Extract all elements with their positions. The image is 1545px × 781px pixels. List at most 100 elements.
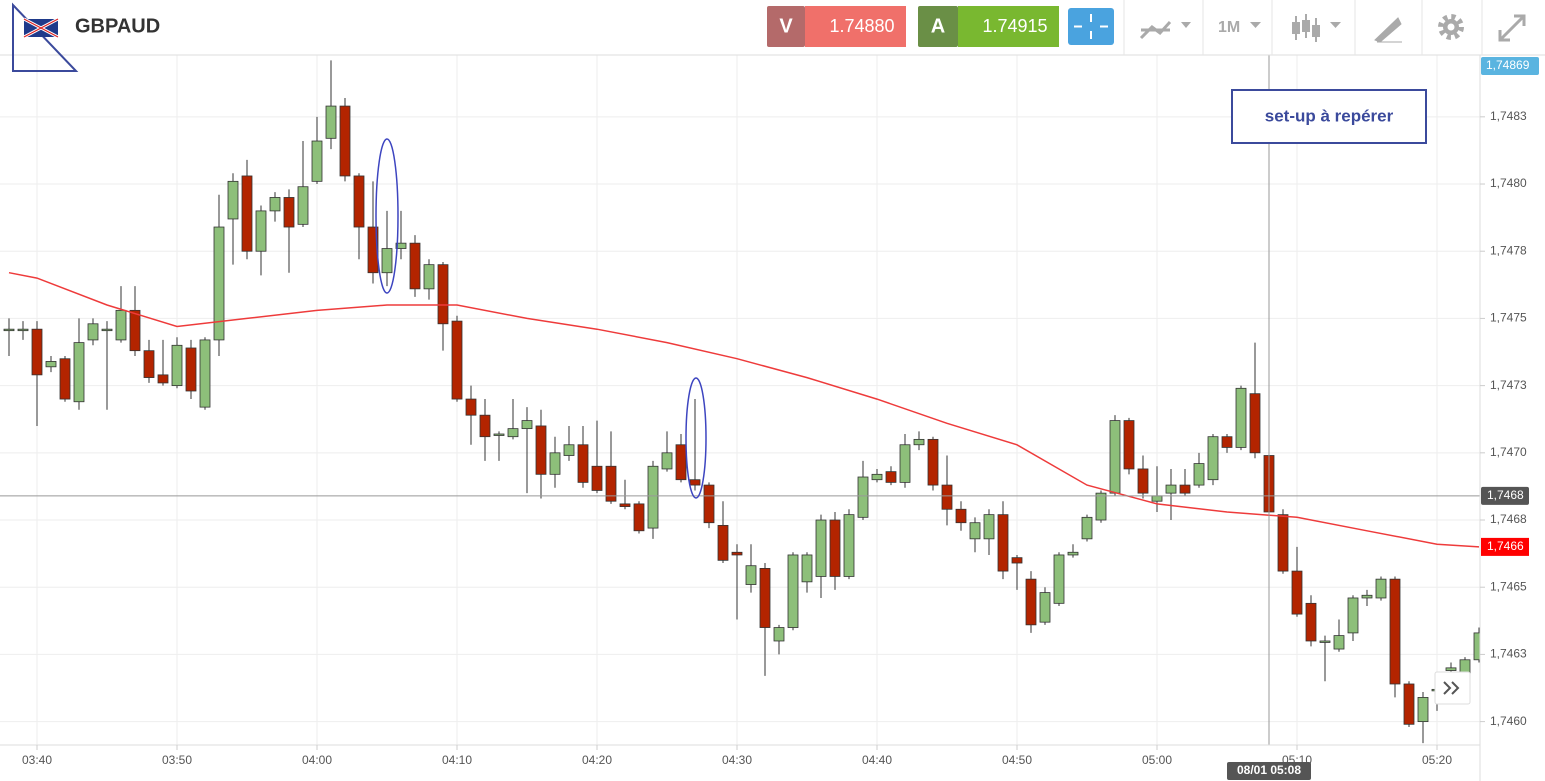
- dropdown[interactable]: [1181, 22, 1191, 28]
- candle-body: [3, 328, 15, 332]
- candle-body: [1375, 578, 1387, 599]
- candle-body: [1067, 551, 1079, 556]
- candle-body: [1025, 578, 1037, 626]
- annotation: set-up à repérer: [1265, 106, 1394, 125]
- candle-body: [815, 519, 827, 577]
- y-tick-label: 1,7460: [1490, 714, 1527, 728]
- candle-body: [213, 226, 225, 341]
- candle-body: [857, 476, 869, 518]
- candle-body: [241, 175, 253, 252]
- candle-body: [1361, 594, 1373, 599]
- candle-body: [157, 374, 169, 384]
- candle-body: [801, 554, 813, 583]
- candle-body: [521, 420, 533, 430]
- bid-price: 1.74880: [829, 16, 894, 36]
- candle-body: [325, 105, 337, 139]
- symbol: GBPAUD: [75, 15, 160, 37]
- candle-body: [913, 438, 925, 446]
- candle-body: [955, 508, 967, 524]
- ask-tag[interactable]: [918, 6, 958, 47]
- crosshair-button[interactable]: [1068, 8, 1114, 45]
- x-tick-label: 04:50: [1002, 753, 1032, 767]
- crosshair-icon: [1074, 14, 1108, 39]
- candle-body: [1277, 514, 1289, 572]
- candle-body: [423, 264, 435, 290]
- y-tick-label: 1,7475: [1490, 311, 1527, 325]
- candle-body: [787, 554, 799, 628]
- candle-body: [465, 398, 477, 416]
- y-tick-label: 1,7478: [1490, 243, 1527, 257]
- draw-icon[interactable]: [1374, 17, 1402, 43]
- dropdown[interactable]: [1250, 22, 1261, 28]
- candle-body: [1319, 640, 1331, 643]
- candle-body: [199, 339, 211, 408]
- candle-body: [577, 444, 589, 483]
- candle-body: [437, 264, 449, 325]
- candle-body: [745, 565, 757, 585]
- bid-label: V: [779, 15, 793, 37]
- candle-body: [493, 433, 505, 436]
- settings-icon[interactable]: [1438, 14, 1464, 40]
- candle-body: [311, 140, 323, 182]
- x-tick-label: 04:00: [302, 753, 332, 767]
- candle-body: [1095, 492, 1107, 521]
- x-tick-label: 04:30: [722, 753, 752, 767]
- candle-icon: [1292, 22, 1300, 34]
- candle-body: [1221, 436, 1233, 448]
- indicator-icon[interactable]: [1139, 20, 1172, 40]
- crosshair-y-tag: [1481, 486, 1529, 505]
- candle-body: [1039, 592, 1051, 623]
- candle-body: [1333, 635, 1345, 650]
- candle-body: [129, 309, 141, 352]
- candle-body: [73, 342, 85, 403]
- candle-body: [1459, 659, 1471, 674]
- candle-body: [255, 210, 267, 252]
- candle-body: [1249, 393, 1261, 454]
- bid-button[interactable]: [805, 6, 906, 47]
- candle-body: [899, 444, 911, 483]
- expand-icon[interactable]: [1498, 14, 1526, 42]
- ask-button[interactable]: [958, 6, 1059, 47]
- candle-body: [17, 328, 29, 332]
- candle-icon: [1302, 20, 1310, 32]
- plot: [0, 55, 1480, 745]
- candle-body: [1053, 554, 1065, 604]
- candle-body: [1235, 387, 1247, 448]
- candle-body: [115, 309, 127, 341]
- scroll-icon: [1443, 681, 1460, 695]
- candle-body: [983, 514, 995, 540]
- candle-body: [843, 514, 855, 577]
- candle-body: [1137, 468, 1149, 494]
- candle-body: [367, 226, 379, 274]
- y-tick-label: 1,7483: [1490, 109, 1527, 123]
- axes: [0, 55, 1481, 781]
- x-tick-label: 05:00: [1142, 753, 1172, 767]
- candle-body: [451, 320, 463, 400]
- crosshair-x-label: 08/01 05:08: [1237, 763, 1301, 777]
- bid-tag[interactable]: [767, 6, 805, 47]
- ask-price: 1.74915: [982, 16, 1047, 36]
- candle-body: [1193, 463, 1205, 486]
- candle-body: [507, 428, 519, 438]
- y-tick-label: 1,7480: [1490, 176, 1527, 190]
- dropdown[interactable]: [1330, 22, 1341, 28]
- candle-body: [143, 350, 155, 378]
- candle-body: [31, 328, 43, 376]
- candle-body: [1123, 420, 1135, 470]
- y-tick-label: 1,7463: [1490, 647, 1527, 661]
- candle-icon: [1312, 25, 1320, 37]
- ask-label: A: [931, 15, 945, 37]
- last-price-tag: [1481, 57, 1539, 75]
- candle-body: [605, 465, 617, 502]
- scroll-button[interactable]: [1434, 671, 1471, 705]
- candle-body: [101, 328, 113, 332]
- x-tick-label: 05:20: [1422, 753, 1452, 767]
- candle-body: [661, 452, 673, 470]
- candle-body: [997, 514, 1009, 572]
- settings-icon: [1447, 23, 1455, 31]
- candle-body: [591, 465, 603, 491]
- candle-body: [1347, 597, 1359, 634]
- flag-cross-red: [23, 18, 59, 38]
- timeframe[interactable]: 1M: [1218, 19, 1240, 36]
